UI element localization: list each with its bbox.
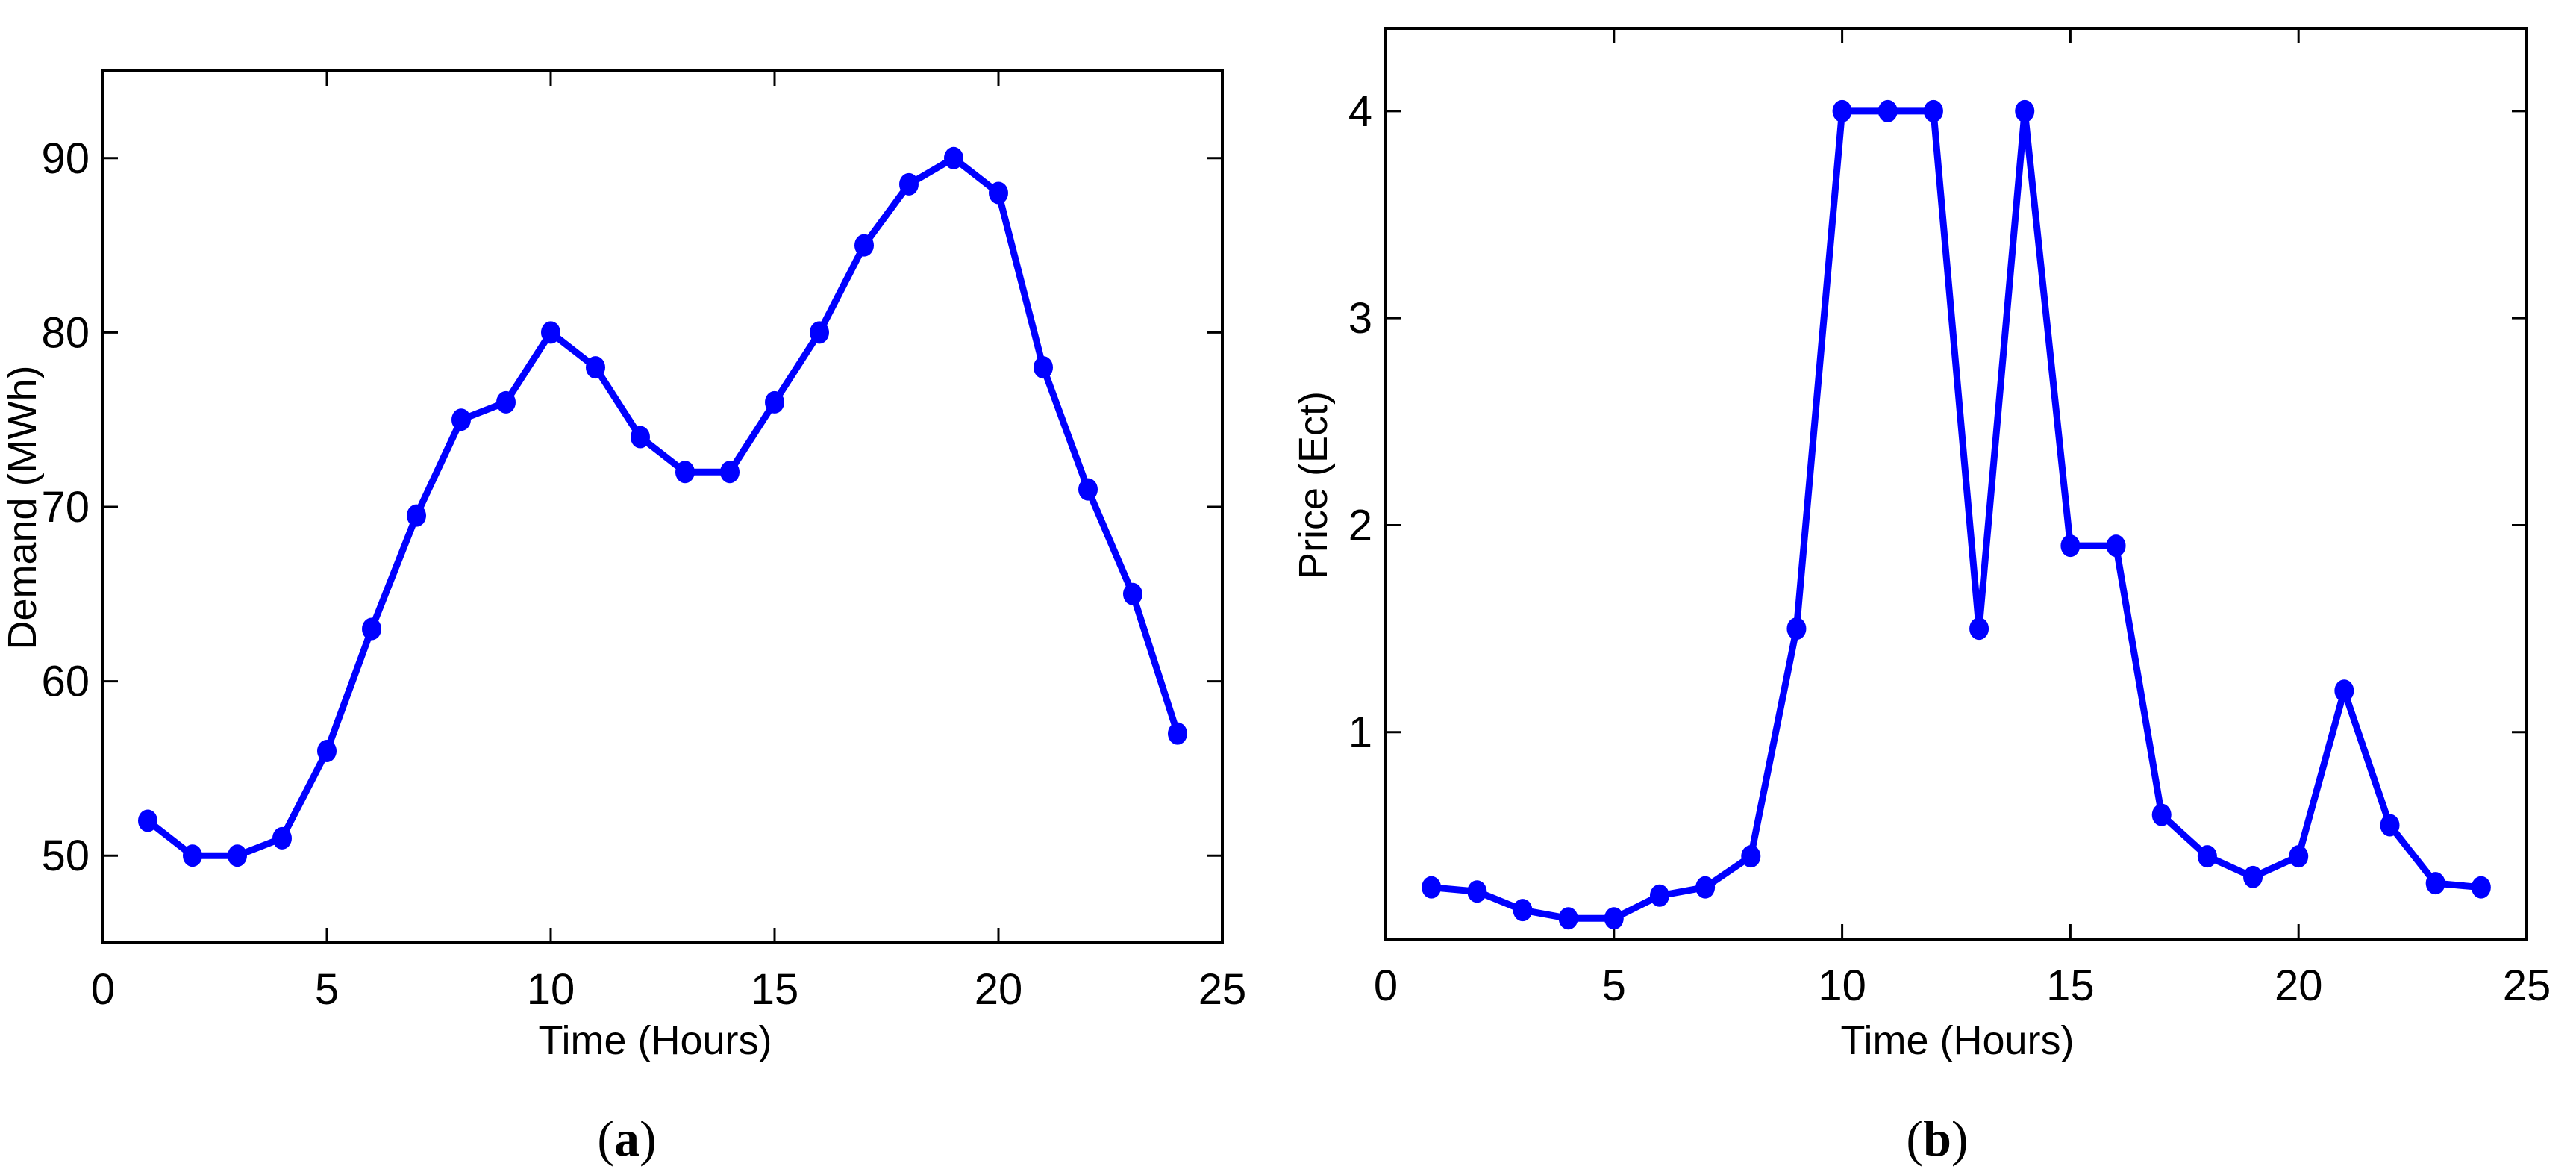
data-point-marker [631,426,650,449]
axis-ticks [1386,28,2527,939]
data-point-marker [1467,880,1487,903]
data-point-marker [407,504,426,527]
data-point-marker [1513,899,1533,922]
data-point-marker [2380,814,2400,837]
data-point-marker [899,172,919,196]
tick-labels: 0 5 10 15 20 25 1 2 3 4 [1348,87,2551,1010]
data-point-marker [541,321,560,344]
x-tick-label: 0 [91,965,115,1014]
data-point-marker [675,461,695,484]
y-tick-label: 2 [1348,501,1372,549]
caption-close-paren: ) [640,1110,657,1167]
panel-caption: (b) [1906,1110,1968,1167]
x-tick-label: 25 [1198,965,1247,1014]
x-tick-label: 25 [2503,961,2551,1010]
y-axis-label: Price (Ect) [1291,391,1336,579]
data-point-marker [1649,884,1669,907]
data-point-marker [810,321,829,344]
y-axis-label: Demand (MWh) [0,365,45,649]
y-tick-label: 90 [41,134,90,183]
y-tick-label: 1 [1348,708,1372,757]
x-tick-label: 20 [2275,961,2323,1010]
data-point-marker [1168,722,1187,745]
data-point-marker [138,809,157,832]
x-tick-label: 10 [527,965,575,1014]
y-tick-label: 80 [41,308,90,357]
data-point-marker [272,826,292,850]
data-point-marker [1123,582,1142,605]
tick-labels: 0 5 10 15 20 25 50 60 70 80 90 [41,134,1246,1014]
y-tick-label: 3 [1348,294,1372,343]
data-point-marker [183,844,202,867]
data-point-marker [765,390,784,414]
caption-open-paren: ( [597,1110,614,1167]
x-tick-label: 20 [975,965,1023,1014]
data-point-marker [1558,907,1578,930]
caption-close-paren: ) [1951,1110,1969,1167]
data-point-marker [586,356,605,379]
data-point-marker [1786,617,1807,641]
caption-open-paren: ( [1906,1110,1923,1167]
data-point-marker [1422,876,1442,899]
x-axis-label: Time (Hours) [1840,1018,2074,1063]
x-tick-label: 5 [315,965,339,1014]
price-line [1431,107,2482,922]
x-tick-label: 0 [1374,961,1398,1010]
x-tick-label: 15 [2046,961,2095,1010]
data-point-marker [2151,803,2172,826]
caption-letter: a [614,1110,640,1167]
data-point-marker [1878,99,1898,122]
data-point-marker [1923,99,1943,122]
data-point-marker [2015,99,2035,122]
data-point-marker [2106,534,2126,558]
plot-frame [101,69,1224,944]
data-point-marker [2197,845,2217,868]
data-point-marker [496,390,516,414]
demand-line [146,155,1181,859]
data-markers [1422,99,2491,930]
panel-demand: 0 5 10 15 20 25 50 60 70 80 90 Time (Hours) Demand… [0,69,1246,1167]
data-point-marker [1969,617,1989,641]
data-point-marker [362,617,381,641]
data-point-marker [1604,907,1624,930]
data-point-marker [317,740,337,763]
data-point-marker [1741,845,1761,868]
x-tick-label: 10 [1818,961,1866,1010]
data-point-marker [451,408,471,431]
data-point-marker [944,146,963,169]
data-point-marker [2334,679,2354,702]
data-point-marker [2243,865,2263,888]
y-tick-label: 60 [41,658,90,706]
axis-ticks [103,71,1222,943]
data-point-marker [854,234,874,257]
data-point-marker [228,844,247,867]
data-point-marker [1078,478,1098,501]
data-point-marker [1695,876,1716,899]
plot-frame [1384,27,2528,941]
data-point-marker [2425,872,2445,895]
data-point-marker [989,181,1008,205]
y-tick-label: 50 [41,832,90,880]
data-point-marker [1034,356,1053,379]
x-tick-label: 15 [751,965,799,1014]
x-tick-label: 5 [1602,961,1626,1010]
data-point-marker [2060,534,2081,558]
caption-letter: b [1923,1110,1951,1167]
data-point-marker [2471,876,2491,899]
data-point-marker [720,461,740,484]
data-point-marker [1832,99,1852,122]
x-axis-label: Time (Hours) [538,1018,772,1063]
data-markers [138,146,1187,867]
panel-caption: (a) [597,1110,656,1167]
data-point-marker [2289,845,2309,868]
y-tick-label: 70 [41,483,90,532]
y-tick-label: 4 [1348,87,1372,136]
